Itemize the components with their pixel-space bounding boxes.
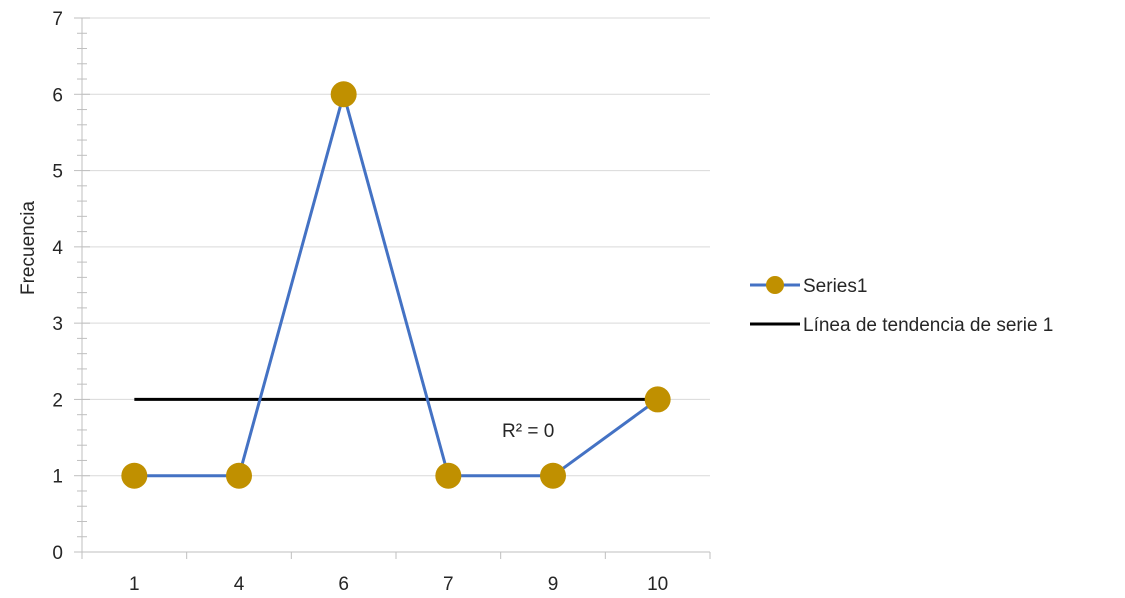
data-point-7 [435, 462, 462, 489]
series-line-1 [134, 92, 659, 478]
data-point-9 [540, 462, 566, 489]
y-tick-label-1: 1 [52, 467, 63, 488]
legend: Series1 Línea de tendencia de serie 1 [750, 276, 1053, 336]
legend-series1-marker [766, 276, 784, 294]
x-tick-label-10: 10 [647, 574, 668, 595]
y-tick-label-2: 2 [52, 390, 63, 411]
y-tick-label-0: 0 [52, 543, 63, 564]
x-tick-label-6: 6 [338, 574, 349, 595]
legend-entry-series1: Series1 [750, 276, 867, 297]
gridlines [82, 17, 710, 477]
x-tick-label-4: 4 [234, 574, 245, 595]
data-point-1 [121, 462, 148, 489]
y-tick-label-3: 3 [52, 314, 63, 335]
trendline-r-squared-label: R² = 0 [502, 421, 554, 442]
y-tick-label-7: 7 [52, 9, 63, 30]
data-point-6 [330, 81, 357, 108]
legend-entry-trendline: Línea de tendencia de serie 1 [750, 315, 1053, 336]
y-tick-label-5: 5 [52, 162, 63, 183]
x-tick-label-7: 7 [443, 574, 454, 595]
legend-series1-label: Series1 [803, 276, 867, 297]
data-point-4 [226, 462, 252, 489]
y-tick-label-4: 4 [52, 238, 63, 259]
axes [74, 17, 711, 559]
legend-trendline-label: Línea de tendencia de serie 1 [803, 315, 1053, 336]
x-tick-label-1: 1 [129, 574, 140, 595]
x-tick-labels: 1 4 6 7 9 10 [129, 574, 668, 595]
y-tick-label-6: 6 [52, 85, 63, 106]
series-group [121, 81, 671, 489]
y-axis-title: Frecuencia [18, 201, 39, 295]
data-point-10 [644, 386, 671, 413]
x-tick-label-9: 9 [548, 574, 559, 595]
y-tick-labels: 0 1 2 3 4 5 6 7 [52, 9, 63, 564]
